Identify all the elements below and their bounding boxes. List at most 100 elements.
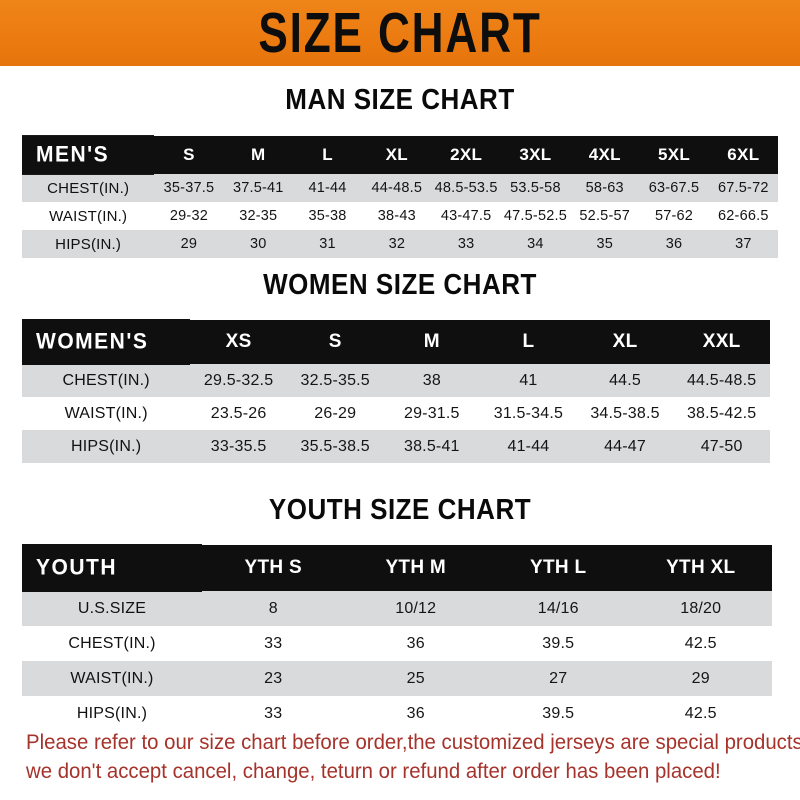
men-row-label-3: HIPS(IN.) <box>22 230 155 258</box>
men-cell-r1-c4: 44-48.5 <box>362 174 432 202</box>
men-cell-r3-c5: 33 <box>431 230 501 258</box>
men-cell-r1-c6: 53.5-58 <box>500 174 571 202</box>
men-size-header-3: L <box>292 136 363 174</box>
women-cell-r2-c5: 34.5-38.5 <box>576 397 674 430</box>
women-cell-r1-c4: 41 <box>480 364 577 397</box>
women-cell-r2-c4: 31.5-34.5 <box>480 397 577 430</box>
men-cell-r3-c7: 35 <box>570 230 640 258</box>
order-policy-note-line-1: Please refer to our size chart before or… <box>26 731 800 754</box>
youth-size-header-1: YTH S <box>202 545 345 591</box>
men-table-header-row: MEN'S S M L XL 2XL 3XL 4XL 5XL 6XL <box>22 135 778 175</box>
youth-cell-r4-c3: 39.5 <box>487 696 630 731</box>
men-cell-r1-c7: 58-63 <box>570 174 640 202</box>
table-row: HIPS(IN.) 29 30 31 32 33 34 35 36 37 <box>22 230 778 258</box>
women-cell-r2-c2: 26-29 <box>286 397 384 430</box>
youth-cell-r4-c1: 33 <box>202 696 345 731</box>
men-size-header-9: 6XL <box>708 136 778 174</box>
men-cell-r1-c1: 35-37.5 <box>154 174 224 202</box>
women-cell-r3-c4: 41-44 <box>480 430 577 463</box>
men-size-header-6: 3XL <box>500 136 571 174</box>
men-cell-r2-c7: 52.5-57 <box>570 202 640 230</box>
women-table-header-row: WOMEN'S XS S M L XL XXL <box>22 318 770 366</box>
men-row-label-1: CHEST(IN.) <box>22 174 155 202</box>
youth-cell-r3-c4: 29 <box>629 661 772 696</box>
men-cell-r3-c4: 32 <box>362 230 432 258</box>
women-cell-r2-c6: 38.5-42.5 <box>673 397 770 430</box>
women-cell-r3-c3: 38.5-41 <box>383 430 481 463</box>
youth-cell-r2-c3: 39.5 <box>487 626 630 661</box>
men-cell-r3-c9: 37 <box>708 230 778 258</box>
youth-cell-r2-c2: 36 <box>344 626 487 661</box>
order-policy-note: Please refer to our size chart before or… <box>26 728 800 786</box>
women-cell-r1-c5: 44.5 <box>576 364 674 397</box>
youth-cell-r1-c4: 18/20 <box>629 591 772 626</box>
women-size-header-3: M <box>383 320 481 364</box>
page-banner: SIZE CHART <box>0 0 800 66</box>
table-row: WAIST(IN.) 23 25 27 29 <box>22 661 772 696</box>
women-row-label-1: CHEST(IN.) <box>22 364 191 397</box>
youth-size-header-4: YTH XL <box>629 545 772 591</box>
women-size-table: WOMEN'S XS S M L XL XXL CHEST(IN.) 29.5-32.5 32.5… <box>22 318 770 463</box>
women-cell-r3-c1: 33-35.5 <box>190 430 287 463</box>
youth-cell-r4-c2: 36 <box>344 696 487 731</box>
women-size-header-6: XXL <box>673 320 770 364</box>
youth-row-label-1: U.S.SIZE <box>22 591 202 626</box>
men-size-header-4: XL <box>362 136 432 174</box>
women-table-corner-label: WOMEN'S <box>22 318 191 366</box>
men-cell-r3-c8: 36 <box>639 230 709 258</box>
men-table-corner-label: MEN'S <box>22 135 155 175</box>
youth-cell-r1-c1: 8 <box>202 591 345 626</box>
youth-size-header-2: YTH M <box>344 545 487 591</box>
men-cell-r1-c2: 37.5-41 <box>223 174 293 202</box>
youth-table-header-row: YOUTH YTH S YTH M YTH L YTH XL <box>22 543 772 593</box>
men-cell-r2-c3: 35-38 <box>292 202 363 230</box>
youth-row-label-4: HIPS(IN.) <box>22 696 202 731</box>
women-cell-r3-c6: 47-50 <box>673 430 770 463</box>
table-row: WAIST(IN.) 29-32 32-35 35-38 38-43 43-47.5 47.… <box>22 202 778 230</box>
men-cell-r1-c8: 63-67.5 <box>639 174 709 202</box>
youth-cell-r4-c4: 42.5 <box>629 696 772 731</box>
men-cell-r3-c2: 30 <box>223 230 293 258</box>
men-cell-r1-c5: 48.5-53.5 <box>431 174 501 202</box>
youth-cell-r3-c3: 27 <box>487 661 630 696</box>
men-cell-r1-c3: 41-44 <box>292 174 363 202</box>
youth-section-title: YOUTH SIZE CHART <box>268 492 532 526</box>
youth-cell-r2-c1: 33 <box>202 626 345 661</box>
women-row-label-2: WAIST(IN.) <box>22 397 191 430</box>
youth-cell-r2-c4: 42.5 <box>629 626 772 661</box>
table-row: U.S.SIZE 8 10/12 14/16 18/20 <box>22 591 772 626</box>
men-size-header-7: 4XL <box>570 136 640 174</box>
banner-title: SIZE CHART <box>258 1 542 65</box>
women-size-header-4: L <box>480 320 577 364</box>
men-size-header-2: M <box>223 136 293 174</box>
men-cell-r2-c5: 43-47.5 <box>431 202 501 230</box>
women-cell-r1-c3: 38 <box>383 364 481 397</box>
table-row: WAIST(IN.) 23.5-26 26-29 29-31.5 31.5-34.5 34… <box>22 397 770 430</box>
women-cell-r1-c1: 29.5-32.5 <box>190 364 287 397</box>
women-cell-r1-c2: 32.5-35.5 <box>286 364 384 397</box>
women-cell-r2-c3: 29-31.5 <box>383 397 481 430</box>
women-size-header-1: XS <box>190 320 287 364</box>
men-size-header-5: 2XL <box>431 136 501 174</box>
men-cell-r2-c9: 62-66.5 <box>708 202 778 230</box>
youth-cell-r3-c1: 23 <box>202 661 345 696</box>
men-cell-r2-c6: 47.5-52.5 <box>500 202 571 230</box>
women-cell-r3-c2: 35.5-38.5 <box>286 430 384 463</box>
men-cell-r2-c1: 29-32 <box>154 202 224 230</box>
women-cell-r2-c1: 23.5-26 <box>190 397 287 430</box>
women-size-header-2: S <box>286 320 384 364</box>
men-cell-r3-c6: 34 <box>500 230 571 258</box>
men-cell-r3-c1: 29 <box>154 230 224 258</box>
table-row: CHEST(IN.) 35-37.5 37.5-41 41-44 44-48.5 48.5… <box>22 174 778 202</box>
table-row: HIPS(IN.) 33-35.5 35.5-38.5 38.5-41 41-44 44-… <box>22 430 770 463</box>
men-size-header-8: 5XL <box>639 136 709 174</box>
men-size-header-1: S <box>154 136 224 174</box>
man-section-title: MAN SIZE CHART <box>285 82 515 116</box>
youth-size-table: YOUTH YTH S YTH M YTH L YTH XL U.S.SIZE 8 10/12… <box>22 543 772 731</box>
table-row: CHEST(IN.) 33 36 39.5 42.5 <box>22 626 772 661</box>
men-row-label-2: WAIST(IN.) <box>22 202 155 230</box>
man-size-table: MEN'S S M L XL 2XL 3XL 4XL 5XL 6XL CHEST(IN.) 35-37… <box>22 135 778 258</box>
women-section-title: WOMEN SIZE CHART <box>263 267 537 301</box>
men-cell-r2-c8: 57-62 <box>639 202 709 230</box>
